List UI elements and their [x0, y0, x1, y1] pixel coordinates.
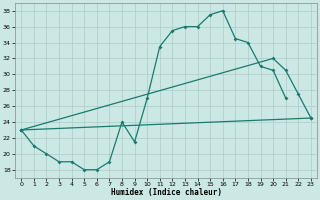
- X-axis label: Humidex (Indice chaleur): Humidex (Indice chaleur): [111, 188, 221, 197]
